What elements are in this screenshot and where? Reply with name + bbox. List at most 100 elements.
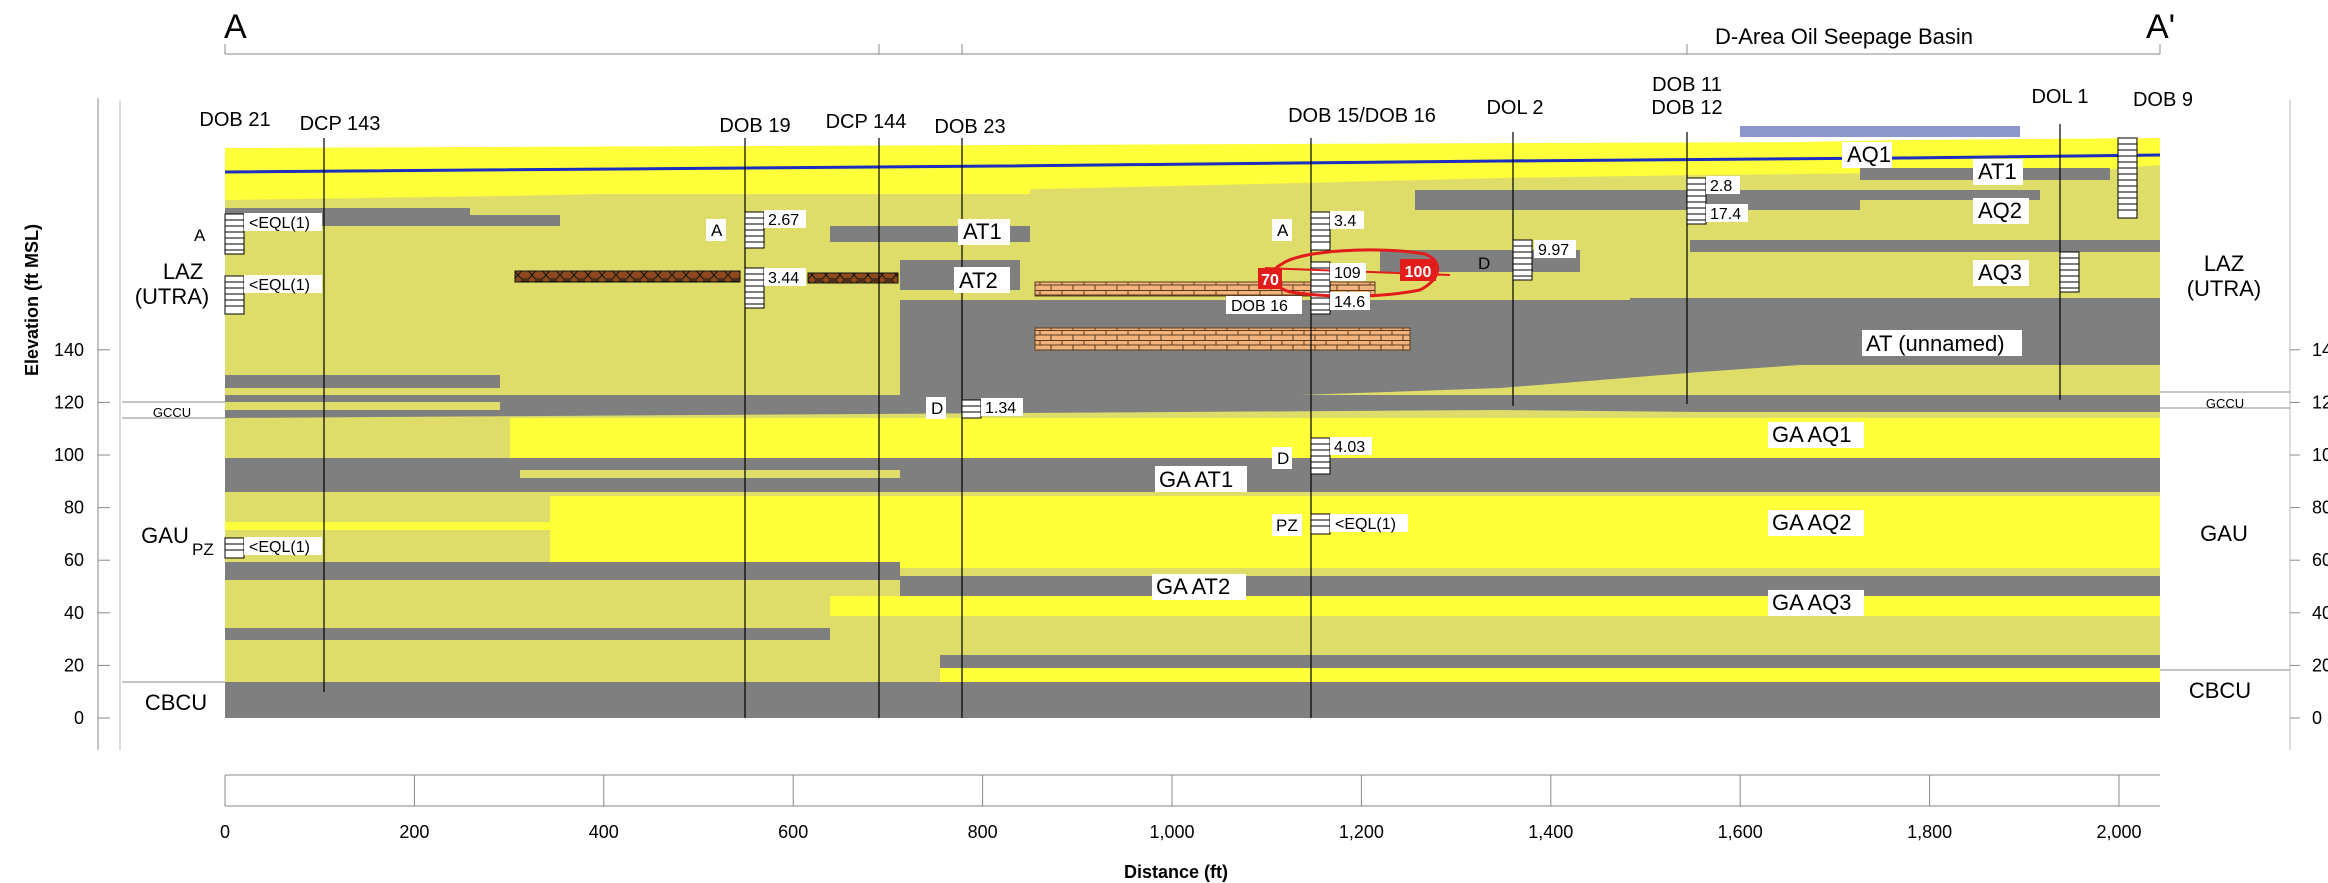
unit-label-bg	[1152, 574, 1246, 600]
unit-label-bg	[954, 267, 1010, 293]
unit-ga-aq3: GA AQ3	[1772, 590, 1852, 615]
unit-label-bg	[1768, 510, 1864, 536]
y-tick-label: 20	[64, 655, 84, 675]
value-bg	[1330, 292, 1370, 310]
value-dob16: 14.6	[1334, 294, 1365, 311]
unit-aq2: AQ2	[1978, 198, 2022, 223]
right-tick-label: 0	[2312, 708, 2322, 728]
right-unit-gau: GAU	[2200, 521, 2248, 546]
value-dob21-laz: <EQL(1)	[249, 277, 310, 294]
y-tick-label: 40	[64, 603, 84, 623]
clay-band	[1415, 190, 2040, 210]
y-tick-label: 120	[54, 392, 84, 412]
clay-band	[1690, 240, 2160, 252]
x-tick-label: 800	[968, 822, 998, 842]
value-dob15-a: 3.4	[1334, 213, 1356, 230]
aquifer-band	[520, 470, 900, 478]
right-tick-label: 20	[2312, 655, 2328, 675]
value-dob11: 2.8	[1710, 178, 1732, 195]
left-unit-cbcu: CBCU	[145, 690, 207, 715]
value-dob21-a: <EQL(1)	[249, 215, 310, 232]
y-tick-label: 60	[64, 550, 84, 570]
contour-label-100: 100	[1405, 264, 1432, 281]
screen-symbol	[224, 537, 245, 559]
value-bg	[1330, 514, 1408, 532]
x-axis: 0 200 400 600 800 1,000 1,200 1,400 1,600 1,800 2,…	[220, 774, 2160, 882]
letter-bg	[1272, 219, 1292, 241]
well-name-dob23: DOB 23	[934, 116, 1005, 138]
contour-label-70: 70	[1261, 272, 1279, 289]
right-unit-laz: LAZ	[2204, 251, 2244, 276]
unit-label-bg	[1862, 330, 2022, 356]
right-unit-gccu: GCCU	[2206, 396, 2244, 411]
letter-dob23-d: D	[931, 399, 943, 418]
x-tick-label: 600	[778, 822, 808, 842]
right-unit-column: LAZ (UTRA) GCCU GAU CBCU	[2160, 100, 2291, 750]
right-tick-label: 140	[2312, 340, 2328, 360]
screen-symbol	[1310, 261, 1331, 315]
unit-ga-aq1: GA AQ1	[1772, 422, 1852, 447]
well-name-dcp143: DCP 143	[300, 113, 381, 135]
unit-label-bg	[1842, 142, 1892, 168]
screen-symbol	[2117, 137, 2138, 219]
right-axis: 0 20 40 60 80 100 120 140	[2290, 340, 2328, 728]
value-bg	[244, 537, 322, 555]
unit-aq3: AQ3	[1978, 260, 2022, 285]
unit-label-bg	[958, 219, 1010, 245]
oil-seepage-basin	[1740, 126, 2020, 137]
well-name-dob19: DOB 19	[719, 115, 790, 137]
value-dob21-pz: <EQL(1)	[249, 539, 310, 556]
bright-lens	[225, 522, 830, 530]
unit-ga-aq2: GA AQ2	[1772, 510, 1852, 535]
ga-aq3-zone	[830, 596, 2160, 616]
x-tick-label: 1,400	[1528, 822, 1573, 842]
clay-at-unnamed	[900, 298, 2160, 395]
aquifer-band	[225, 402, 500, 410]
right-tick-label: 120	[2312, 392, 2328, 412]
screen-symbol	[1310, 513, 1331, 535]
clay-band	[1030, 300, 1130, 330]
value-bg	[981, 398, 1023, 416]
clay-lens-dark	[514, 270, 741, 283]
unit-label-bg	[1973, 159, 2023, 185]
y-axis-title: Elevation (ft MSL)	[22, 224, 42, 376]
unit-aq1: AQ1	[1847, 142, 1891, 167]
right-tick-label: 40	[2312, 603, 2328, 623]
value-bg	[244, 275, 322, 293]
value-dob15-b: 109	[1334, 265, 1361, 282]
value-dob15-pz: <EQL(1)	[1335, 516, 1396, 533]
letter-bg	[926, 397, 946, 419]
letter-bg	[1272, 447, 1292, 469]
left-unit-gccu: GCCU	[153, 405, 191, 420]
unit-ga-at1: GA AT1	[1159, 467, 1233, 492]
x-tick-label: 400	[589, 822, 619, 842]
right-unit-laz-sub: (UTRA)	[2187, 276, 2262, 301]
contour-label-bg	[1258, 268, 1282, 289]
value-dob15-d: 4.03	[1334, 439, 1365, 456]
well-name-dob9: DOB 9	[2133, 89, 2193, 111]
y-tick-label: 100	[54, 445, 84, 465]
bright-lens-upper	[500, 176, 1030, 194]
bright-lens	[940, 668, 2160, 682]
screen-symbol	[1310, 211, 1331, 251]
value-bg	[1330, 263, 1366, 281]
well-name-dob15-dob16: DOB 15/DOB 16	[1288, 105, 1436, 127]
value-bg	[1706, 176, 1740, 194]
value-bg	[1706, 204, 1748, 222]
x-tick-label: 1,800	[1907, 822, 1952, 842]
screen-intervals	[224, 137, 2138, 559]
letter-dob21-a: A	[194, 226, 206, 245]
water-table-line	[224, 153, 2161, 174]
basin-label: D-Area Oil Seepage Basin	[1715, 24, 1973, 49]
clay-band	[225, 375, 500, 388]
aquifer-band	[225, 418, 510, 458]
letter-bg	[1272, 514, 1302, 536]
ga-at2-clay	[900, 576, 2160, 596]
unit-label-bg	[1768, 422, 1864, 448]
clay-band	[940, 655, 2160, 668]
clay-lens-dark	[807, 272, 899, 284]
value-bg	[764, 210, 806, 228]
cbcu-clay	[225, 682, 2160, 718]
value-dob23-d: 1.34	[985, 400, 1016, 417]
unit-ga-at2: GA AT2	[1156, 574, 1230, 599]
